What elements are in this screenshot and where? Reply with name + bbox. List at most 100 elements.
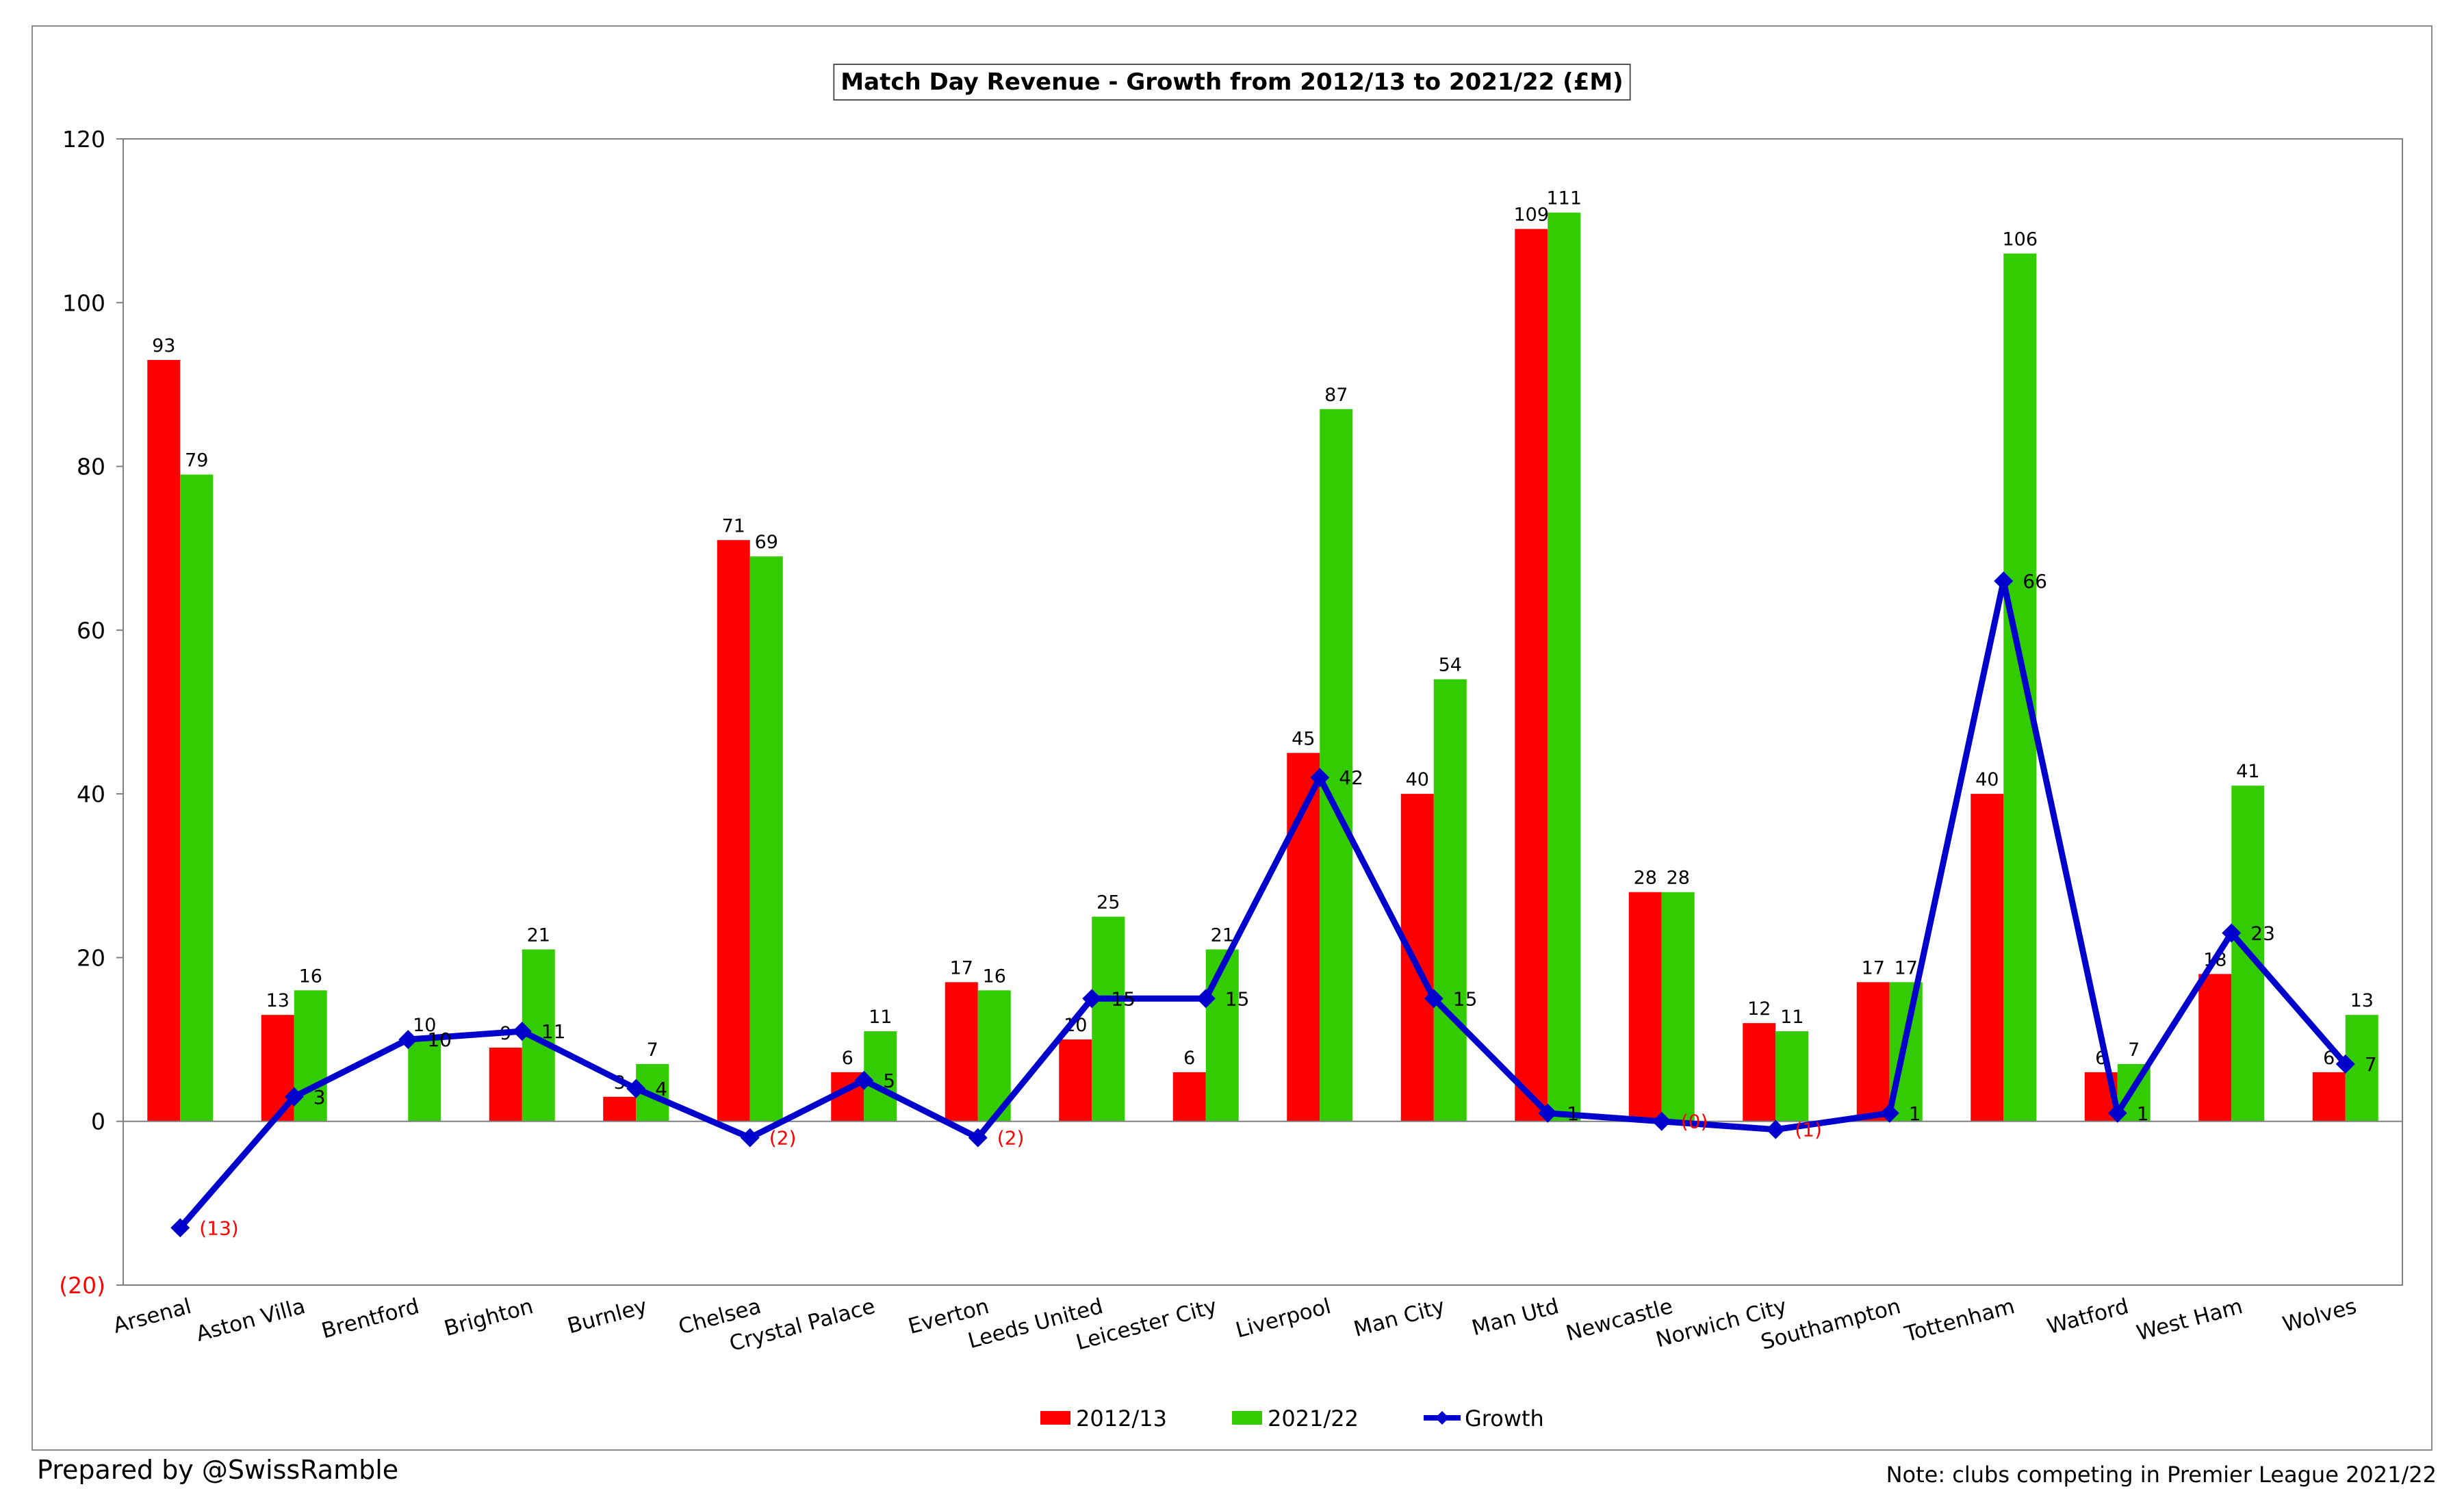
- growth-value-label: 23: [2250, 922, 2275, 945]
- chart-title: Match Day Revenue - Growth from 2012/13 …: [840, 68, 1623, 96]
- growth-value-label: (2): [769, 1127, 797, 1150]
- growth-value-label: 1: [2137, 1102, 2149, 1125]
- growth-point: [2222, 923, 2242, 943]
- bar-2012-13: [2198, 974, 2232, 1122]
- bars: [147, 212, 2378, 1122]
- bar-value-label: 17: [1895, 957, 1918, 979]
- bar-2021-22: [1433, 679, 1467, 1122]
- legend-label: Growth: [1465, 1406, 1544, 1432]
- y-tick-label: (20): [59, 1272, 105, 1299]
- bar-2021-22: [1320, 409, 1353, 1122]
- legend: 2012/13 2021/22 Growth: [1040, 1406, 1544, 1432]
- bar-2012-13: [1059, 1039, 1092, 1122]
- bar-value-label: 106: [2002, 229, 2038, 250]
- growth-value-label: 1: [1909, 1102, 1921, 1125]
- growth-point: [2335, 1054, 2355, 1074]
- growth-point: [1879, 1103, 1899, 1123]
- bar-value-label: 28: [1634, 868, 1657, 889]
- growth-point: [2107, 1103, 2127, 1123]
- bar-value-label: 6: [1183, 1048, 1195, 1069]
- growth-value-label: 15: [1225, 987, 1250, 1010]
- bar-value-label: 16: [299, 966, 322, 987]
- bar-value-label: 16: [983, 966, 1006, 987]
- bar-2021-22: [180, 474, 214, 1122]
- bar-2012-13: [945, 982, 978, 1122]
- bar-value-label: 12: [1747, 998, 1771, 1020]
- growth-value-label: (1): [1795, 1119, 1822, 1141]
- bar-2012-13: [1743, 1023, 1776, 1122]
- growth-value-label: 15: [1111, 987, 1135, 1010]
- x-category-label: Aston Villa: [194, 1294, 308, 1347]
- bar-value-label: 7: [647, 1039, 658, 1061]
- bar-2021-22: [1092, 916, 1125, 1122]
- growth-point: [1424, 989, 1443, 1009]
- bar-2021-22: [2003, 253, 2037, 1122]
- bar-2012-13: [489, 1048, 522, 1122]
- growth-value-label: 1: [1567, 1102, 1579, 1125]
- bar-2012-13: [2312, 1072, 2346, 1122]
- growth-value-label: 3: [313, 1086, 326, 1109]
- growth-point: [1310, 768, 1330, 788]
- growth-point: [740, 1128, 760, 1148]
- bar-2021-22: [408, 1039, 441, 1122]
- footer-note: Note: clubs competing in Premier League …: [1886, 1462, 2437, 1488]
- legend-swatch: [1232, 1411, 1262, 1425]
- y-tick-label: 40: [77, 781, 105, 807]
- bar-value-label: 11: [1780, 1007, 1804, 1028]
- bar-value-label: 79: [185, 450, 208, 471]
- growth-value-label: 7: [2365, 1053, 2377, 1076]
- bar-value-label: 13: [266, 990, 290, 1011]
- growth-point: [1766, 1119, 1786, 1139]
- y-tick-label: 20: [77, 944, 105, 971]
- x-category-label: Wolves: [2280, 1294, 2359, 1337]
- x-category-label: Arsenal: [111, 1294, 194, 1338]
- bar-2012-13: [603, 1096, 637, 1122]
- growth-line: [177, 578, 2348, 1230]
- bar-2021-22: [1775, 1031, 1809, 1122]
- plot-area: [123, 138, 2403, 1286]
- bar-2012-13: [1971, 794, 2004, 1122]
- growth-value-label: 66: [2023, 570, 2047, 593]
- y-tick-label: 0: [91, 1109, 105, 1135]
- bar-value-label: 40: [1975, 769, 1999, 790]
- bar-value-label: 6: [842, 1048, 854, 1069]
- bar-value-label: 25: [1096, 892, 1120, 914]
- growth-value-label: 4: [655, 1078, 667, 1100]
- bar-value-label: 111: [1546, 188, 1582, 209]
- bar-value-label: 17: [950, 957, 973, 979]
- legend-marker: [1435, 1411, 1449, 1425]
- bar-labels: 9313937161710645401092812174061867916102…: [152, 188, 2374, 1093]
- x-category-label: West Ham: [2134, 1294, 2245, 1346]
- bar-2012-13: [1400, 794, 1434, 1122]
- growth-point: [1652, 1111, 1671, 1131]
- growth-value-label: 15: [1453, 987, 1478, 1010]
- bar-value-label: 45: [1292, 728, 1315, 749]
- growth-point: [1082, 989, 1102, 1009]
- chart-title-box: [833, 64, 1631, 101]
- growth-point: [1196, 989, 1216, 1009]
- growth-value-label: 42: [1339, 766, 1363, 789]
- legend-label: 2012/13: [1076, 1406, 1167, 1432]
- bar-value-label: 40: [1406, 769, 1429, 790]
- growth-point: [1538, 1103, 1558, 1123]
- bar-2012-13: [1856, 982, 1890, 1122]
- x-category-label: Man Utd: [1470, 1294, 1562, 1341]
- y-tick-label: 80: [77, 454, 105, 480]
- bar-value-label: 54: [1439, 655, 1462, 676]
- bar-value-label: 87: [1324, 385, 1348, 406]
- bar-2012-13: [1172, 1072, 1206, 1122]
- growth-point: [626, 1078, 646, 1098]
- bar-2012-13: [1628, 892, 1662, 1122]
- bar-value-label: 10: [413, 1015, 436, 1036]
- bar-2021-22: [1661, 892, 1695, 1122]
- legend-label: 2021/22: [1268, 1406, 1359, 1432]
- bar-2021-22: [1205, 949, 1239, 1122]
- growth-point: [170, 1218, 190, 1238]
- bar-value-label: 13: [2350, 990, 2374, 1011]
- x-category-label: Tottenham: [1901, 1294, 2017, 1347]
- y-axis: (20) 0 20 40 60 80 100 120: [59, 126, 123, 1299]
- growth-point: [398, 1030, 418, 1050]
- y-tick-label: 60: [77, 617, 105, 644]
